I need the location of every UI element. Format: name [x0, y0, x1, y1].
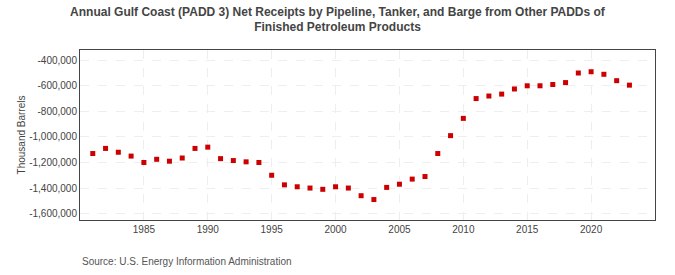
svg-text:2020: 2020: [580, 224, 603, 235]
svg-text:2015: 2015: [516, 224, 539, 235]
svg-text:-600,000: -600,000: [38, 80, 78, 91]
svg-text:2005: 2005: [388, 224, 411, 235]
svg-text:1985: 1985: [133, 224, 156, 235]
svg-text:Thousand Barrels: Thousand Barrels: [16, 96, 27, 175]
svg-text:-800,000: -800,000: [38, 106, 78, 117]
svg-text:Source: U.S. Energy Informatio: Source: U.S. Energy Information Administ…: [82, 256, 292, 267]
svg-text:1995: 1995: [261, 224, 284, 235]
svg-text:-1,200,000: -1,200,000: [29, 157, 77, 168]
svg-text:1990: 1990: [197, 224, 220, 235]
svg-text:-400,000: -400,000: [38, 55, 78, 66]
svg-text:-1,000,000: -1,000,000: [29, 131, 77, 142]
svg-text:-1,400,000: -1,400,000: [29, 183, 77, 194]
svg-text:2010: 2010: [452, 224, 475, 235]
svg-text:-1,600,000: -1,600,000: [29, 208, 77, 219]
svg-text:Annual Gulf Coast (PADD 3) Net: Annual Gulf Coast (PADD 3) Net Receipts …: [70, 5, 606, 35]
svg-text:2000: 2000: [324, 224, 347, 235]
